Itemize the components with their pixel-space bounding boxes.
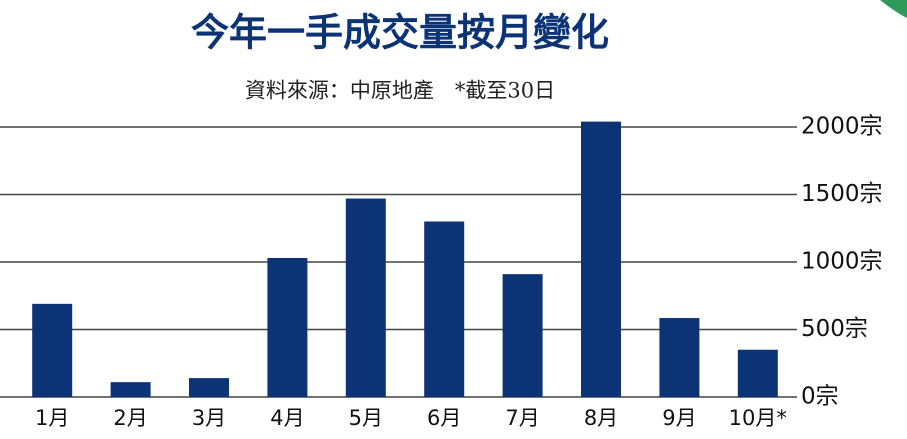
x-tick-label: 3月: [192, 406, 226, 430]
x-tick-label: 8月: [584, 406, 618, 430]
x-tick-label: 1月: [35, 406, 69, 430]
bar: [267, 257, 308, 397]
bar: [189, 378, 229, 397]
x-tick-label: 10月*: [729, 406, 787, 430]
bar: [502, 274, 543, 397]
x-tick-label: 7月: [505, 406, 539, 430]
y-tick-label: 1000宗: [801, 249, 883, 275]
bar: [32, 303, 73, 397]
bar: [424, 221, 465, 397]
y-tick-label: 500宗: [801, 316, 868, 342]
x-tick-label: 4月: [270, 406, 304, 430]
bar: [345, 198, 386, 397]
y-tick-label: 2000宗: [801, 114, 883, 140]
chart-subtitle: 資料來源：中原地產 *截至30日: [245, 79, 555, 103]
x-tick-label: 6月: [427, 406, 461, 430]
x-tick-label: 2月: [113, 406, 147, 430]
x-tick-label: 9月: [662, 406, 696, 430]
x-tick-label: 5月: [349, 406, 383, 430]
y-tick-label: 0宗: [801, 384, 839, 410]
corner-decoration: [880, 0, 907, 18]
bar: [659, 318, 700, 397]
y-tick-label: 1500宗: [801, 181, 883, 207]
bar: [110, 382, 151, 397]
chart-title: 今年一手成交量按月變化: [191, 10, 609, 55]
bar: [737, 349, 778, 397]
bar: [581, 121, 621, 397]
